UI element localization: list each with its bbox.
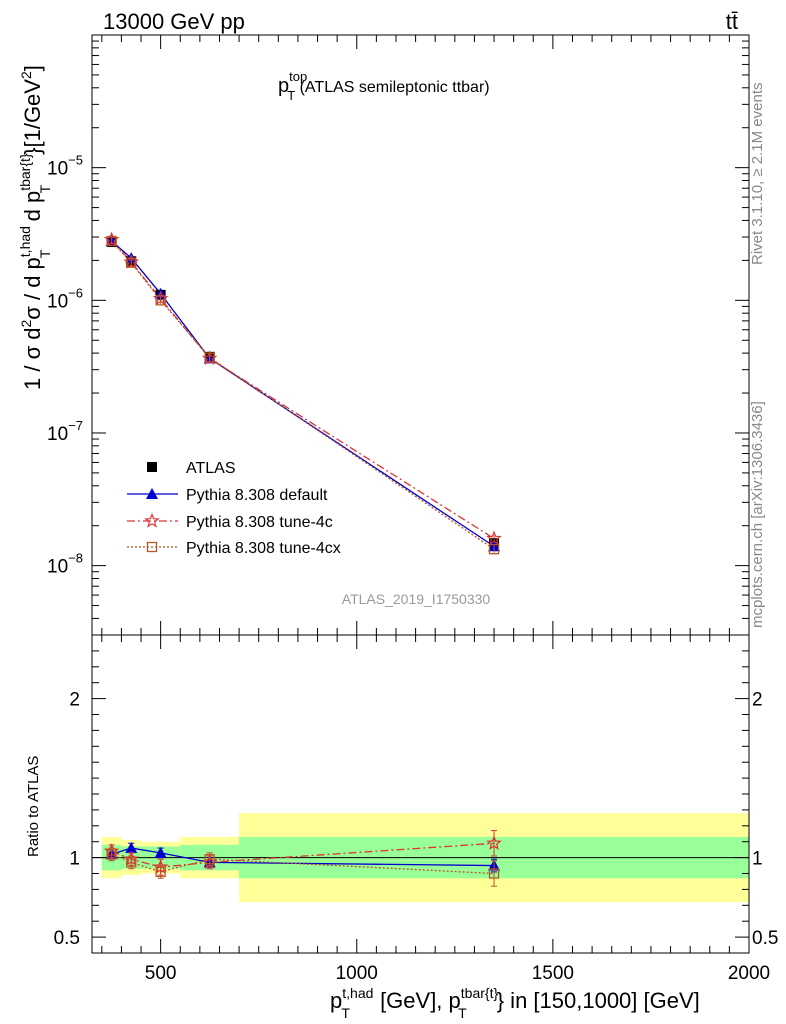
- ratio-y-tick-label: 2: [69, 690, 80, 711]
- mcplots-label: mcplots.cern.ch [arXiv:1306.3436]: [749, 401, 766, 628]
- ratio-point-tune4cx: [155, 866, 166, 878]
- x-tick-label: 1500: [532, 963, 574, 984]
- legend-marker-default: [146, 488, 158, 499]
- main-y-axis-label: 1 / σ d2σ / d pt,had T d ptbar{t} T}[1/GeV…: [17, 65, 53, 390]
- ratio-y-axis-label: Ratio to ATLAS: [25, 756, 42, 857]
- y-tick-label: 10−7: [47, 418, 83, 445]
- data-point-tune4cx: [155, 295, 166, 306]
- analysis-watermark: ATLAS_2019_I1750330: [342, 591, 491, 607]
- x-tick-label: 1000: [336, 963, 378, 984]
- legend-marker-atlas: [147, 462, 157, 472]
- y-tick-label: 10−6: [47, 285, 83, 312]
- data-point-tune4cx: [126, 257, 137, 268]
- legend-marker-tune4c: [144, 512, 160, 528]
- legend-label-default: Pythia 8.308 default: [186, 487, 328, 504]
- header-process-label: tt̄: [726, 9, 738, 34]
- y-tick-label: 10−8: [47, 551, 83, 578]
- rivet-version-label: Rivet 3.1.10, ≥ 2.1M events: [749, 83, 766, 266]
- x-axis-label: pt,had T [GeV], ptbar{t} T} in [150,1000] …: [330, 985, 700, 1021]
- plot-title: ptop T (ATLAS semileptonic ttbar): [278, 69, 490, 103]
- ratio-y-tick-label-right: 2: [752, 690, 763, 711]
- data-point-tune4c: [486, 530, 502, 546]
- data-point-tune4cx: [204, 352, 215, 363]
- ratio-y-tick-label-right: 0.5: [752, 928, 778, 949]
- main-plot: 10−5 10−6 10−7 10−8: [47, 34, 750, 636]
- ratio-point-tune4cx: [488, 868, 500, 879]
- ratio-y-tick-label: 1: [69, 849, 80, 870]
- ratio-point-tune4cx: [126, 857, 137, 868]
- ratio-point-default: [125, 842, 138, 854]
- data-point-tune4cx: [488, 544, 500, 555]
- ratio-point-tune4cx: [106, 849, 117, 860]
- header-collision-label: 13000 GeV pp: [103, 9, 245, 34]
- x-tick-label: 500: [145, 963, 177, 984]
- x-tick-label: 2000: [728, 963, 770, 984]
- ratio-y-tick-label-right: 1: [752, 849, 763, 870]
- ratio-point-tune4cx: [204, 854, 215, 865]
- data-point-tune4cx: [106, 235, 117, 247]
- ratio-plot: 0.5 0.5 1 1 2 2 500 1000 1500 2000: [54, 634, 778, 984]
- legend-label-tune4cx: Pythia 8.308 tune-4cx: [186, 540, 341, 557]
- ratio-point-tune4c: [486, 835, 502, 850]
- ratio-point-default: [154, 846, 167, 858]
- legend: ATLAS Pythia 8.308 default Pythia 8.308 tu…: [127, 460, 341, 557]
- ratio-y-tick-label: 0.5: [54, 928, 80, 949]
- legend-marker-tune4cx: [146, 541, 158, 553]
- legend-label-atlas: ATLAS: [186, 460, 236, 477]
- y-tick-label: 10−5: [47, 153, 83, 180]
- data-point-default: [488, 540, 501, 552]
- legend-label-tune4c: Pythia 8.308 tune-4c: [186, 514, 333, 531]
- ratio-plot-frame: [91, 634, 750, 954]
